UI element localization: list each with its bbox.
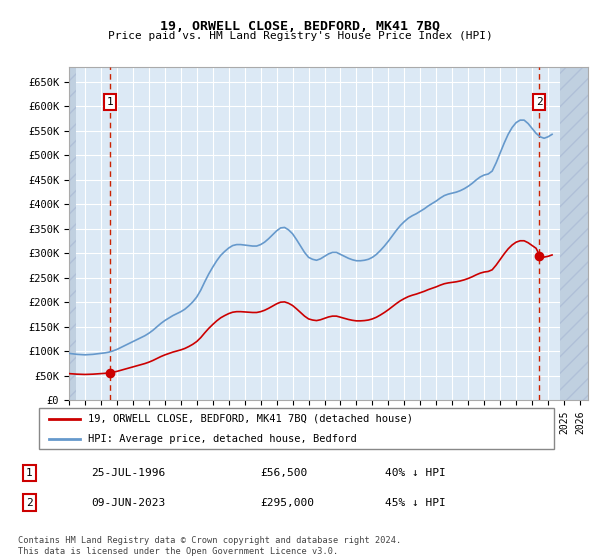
Text: 2: 2 <box>26 498 32 507</box>
FancyBboxPatch shape <box>38 408 554 450</box>
Bar <box>560 67 588 400</box>
Text: 19, ORWELL CLOSE, BEDFORD, MK41 7BQ: 19, ORWELL CLOSE, BEDFORD, MK41 7BQ <box>160 20 440 32</box>
Text: £295,000: £295,000 <box>260 498 314 507</box>
Text: 1: 1 <box>26 468 32 478</box>
Text: 2: 2 <box>536 97 542 107</box>
Text: £56,500: £56,500 <box>260 468 308 478</box>
Text: 40% ↓ HPI: 40% ↓ HPI <box>385 468 445 478</box>
Text: 25-JUL-1996: 25-JUL-1996 <box>91 468 166 478</box>
Text: 45% ↓ HPI: 45% ↓ HPI <box>385 498 445 507</box>
Text: 09-JUN-2023: 09-JUN-2023 <box>91 498 166 507</box>
Bar <box>69 67 76 400</box>
Text: 19, ORWELL CLOSE, BEDFORD, MK41 7BQ (detached house): 19, ORWELL CLOSE, BEDFORD, MK41 7BQ (det… <box>88 414 413 424</box>
Text: Price paid vs. HM Land Registry's House Price Index (HPI): Price paid vs. HM Land Registry's House … <box>107 31 493 41</box>
Text: 1: 1 <box>107 97 113 107</box>
Text: HPI: Average price, detached house, Bedford: HPI: Average price, detached house, Bedf… <box>88 434 357 444</box>
Text: Contains HM Land Registry data © Crown copyright and database right 2024.
This d: Contains HM Land Registry data © Crown c… <box>18 536 401 556</box>
